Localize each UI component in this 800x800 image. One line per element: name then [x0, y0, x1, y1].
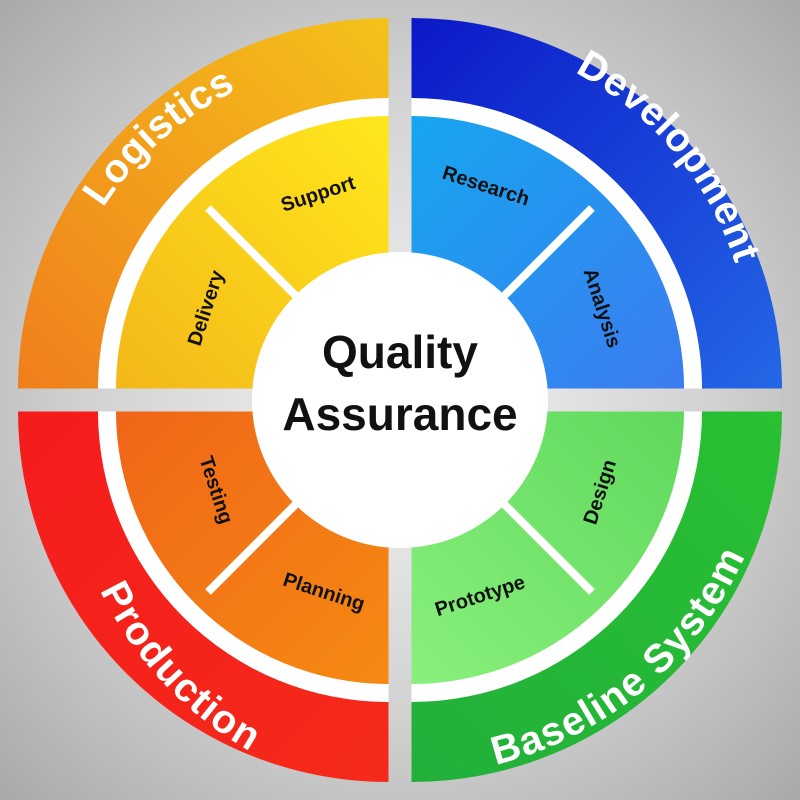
center-title-line1: Quality: [322, 326, 478, 378]
development-divider: [494, 205, 595, 306]
production-divider: [205, 494, 306, 595]
center-title-line2: Assurance: [282, 388, 517, 440]
center-circle: [252, 252, 548, 548]
baseline-divider: [494, 494, 595, 595]
logistics-divider: [205, 205, 306, 306]
